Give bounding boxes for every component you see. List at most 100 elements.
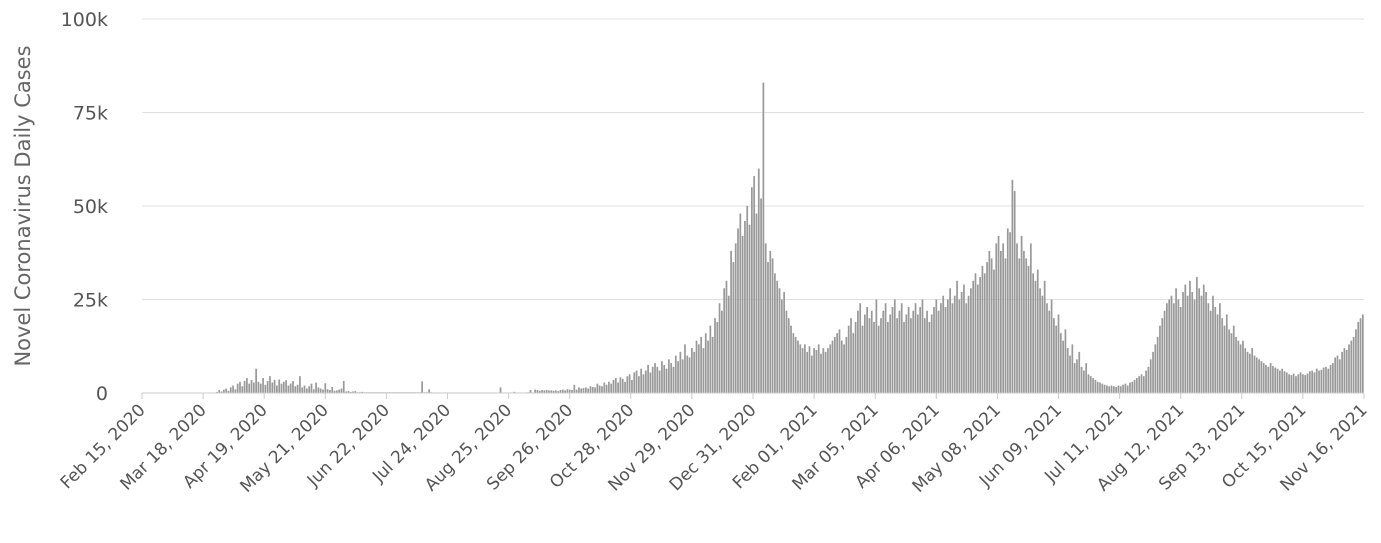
bar: [813, 348, 815, 393]
bar: [976, 284, 979, 393]
bar: [273, 379, 276, 393]
bar: [769, 250, 772, 393]
bar: [1306, 373, 1309, 393]
bar: [1242, 340, 1244, 393]
bar: [815, 349, 818, 393]
bar: [216, 391, 218, 393]
bar: [656, 366, 659, 393]
bar: [804, 344, 806, 393]
bar: [875, 299, 878, 393]
bar: [661, 361, 663, 393]
bar: [1050, 299, 1053, 393]
bar: [1214, 306, 1217, 393]
bar: [677, 361, 679, 393]
bar: [1251, 348, 1254, 393]
bar: [983, 273, 986, 393]
bar: [1124, 383, 1127, 393]
bar: [691, 348, 693, 393]
bar: [266, 381, 269, 393]
bar: [810, 355, 813, 393]
bar: [1341, 351, 1343, 393]
bar: [734, 243, 737, 393]
bar: [598, 385, 601, 393]
bar: [914, 303, 917, 393]
bar: [610, 383, 613, 393]
bar: [589, 386, 592, 393]
bar: [1249, 353, 1251, 393]
bar: [578, 387, 580, 393]
bar: [232, 385, 234, 393]
bar: [225, 388, 228, 393]
bar: [1027, 265, 1030, 393]
bar: [744, 220, 746, 393]
bar: [1062, 340, 1064, 393]
bar: [257, 381, 260, 393]
bar: [852, 333, 855, 393]
bar: [930, 314, 933, 393]
bar: [621, 378, 624, 393]
bar: [1235, 336, 1237, 393]
y-axis-ticks: 0 25k 50k 75k 100k: [61, 9, 108, 405]
bar: [988, 250, 991, 393]
bar: [587, 388, 590, 393]
bar: [324, 383, 327, 393]
bar: [1034, 280, 1037, 393]
bar: [1255, 357, 1258, 393]
bar: [785, 310, 788, 393]
bar: [711, 336, 714, 393]
bar: [1066, 348, 1069, 393]
bar: [1191, 292, 1194, 393]
bar: [859, 303, 862, 393]
bar: [990, 258, 993, 393]
bar: [1172, 303, 1175, 393]
bar: [762, 82, 765, 393]
bar: [1209, 310, 1212, 393]
bar: [347, 391, 350, 393]
bar: [218, 390, 221, 393]
bar: [681, 359, 684, 393]
bar: [421, 381, 423, 393]
bar: [1129, 382, 1131, 393]
bar: [654, 363, 656, 393]
bar: [1071, 344, 1074, 393]
bar: [1212, 295, 1214, 393]
bar: [1087, 374, 1090, 393]
bar: [1122, 384, 1124, 393]
bar: [974, 273, 977, 393]
bar: [552, 390, 555, 393]
bar: [1186, 295, 1189, 393]
bar: [1168, 299, 1171, 393]
bar: [555, 390, 557, 393]
bar: [863, 314, 866, 393]
bar: [778, 288, 781, 393]
bar: [1258, 359, 1260, 393]
bar: [1131, 381, 1134, 393]
bar: [568, 389, 571, 393]
bar: [1136, 378, 1138, 393]
bar: [250, 379, 253, 393]
bar: [725, 280, 728, 393]
bar: [972, 280, 975, 393]
bar: [345, 391, 347, 393]
bar: [1177, 299, 1180, 393]
bar: [303, 385, 306, 393]
bar: [1025, 258, 1028, 393]
bar: [1159, 325, 1161, 393]
bar: [783, 292, 785, 393]
bar: [820, 353, 822, 393]
bar: [1283, 371, 1286, 393]
bar: [428, 389, 430, 393]
bar: [1078, 351, 1081, 393]
bar: [594, 387, 596, 393]
bar: [236, 383, 239, 393]
bar: [1138, 376, 1141, 393]
bar: [808, 346, 811, 393]
bar: [960, 292, 963, 393]
bar: [741, 235, 744, 393]
bar: [1142, 376, 1145, 393]
bar: [1009, 232, 1011, 393]
bar: [1315, 368, 1318, 393]
bar: [624, 381, 626, 393]
bar: [1039, 288, 1041, 393]
bar: [1304, 375, 1307, 393]
